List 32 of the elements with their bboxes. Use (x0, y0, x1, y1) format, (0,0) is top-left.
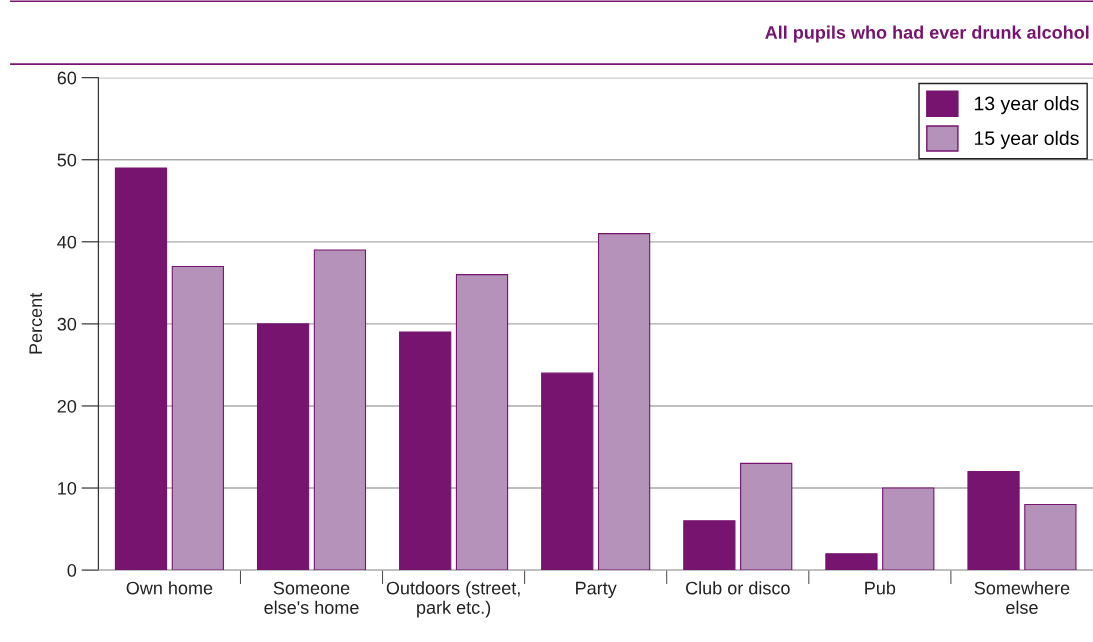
x-tick-label: Pub (865, 581, 896, 595)
y-tick-label: 0 (67, 564, 77, 577)
legend-label: 15 year olds (974, 130, 1079, 149)
bar (399, 331, 452, 571)
bar (171, 265, 224, 571)
y-tick-label: 30 (57, 317, 77, 331)
bar (967, 471, 1020, 571)
y-axis-title: Percent (29, 292, 43, 354)
x-tick-label: Somewhere else (974, 581, 1070, 614)
bar (882, 487, 935, 571)
bar (740, 462, 793, 571)
bar (597, 233, 651, 571)
y-tick-label: 10 (58, 481, 77, 495)
bar (313, 249, 367, 571)
bar (455, 274, 509, 571)
legend-label: 13 year olds (974, 96, 1079, 115)
x-tick-label: Outdoors (street, park etc.) (386, 581, 520, 618)
y-tick-label: 20 (57, 399, 77, 413)
bar (683, 520, 736, 571)
y-tick-label: 60 (57, 71, 77, 85)
y-tick-label: 50 (57, 153, 77, 167)
x-tick-label: Party (576, 581, 617, 599)
bar (114, 167, 168, 571)
x-tick-label: Club or disco (686, 581, 790, 595)
y-tick-label: 40 (57, 235, 77, 249)
bar (256, 323, 310, 571)
bar (825, 553, 878, 571)
bar (541, 372, 594, 571)
x-tick-label: Someone else's home (264, 581, 359, 614)
x-tick-label: Own home (126, 581, 213, 595)
chart-title: All pupils who had ever drunk alcohol (765, 25, 1089, 43)
bar (1024, 503, 1077, 571)
